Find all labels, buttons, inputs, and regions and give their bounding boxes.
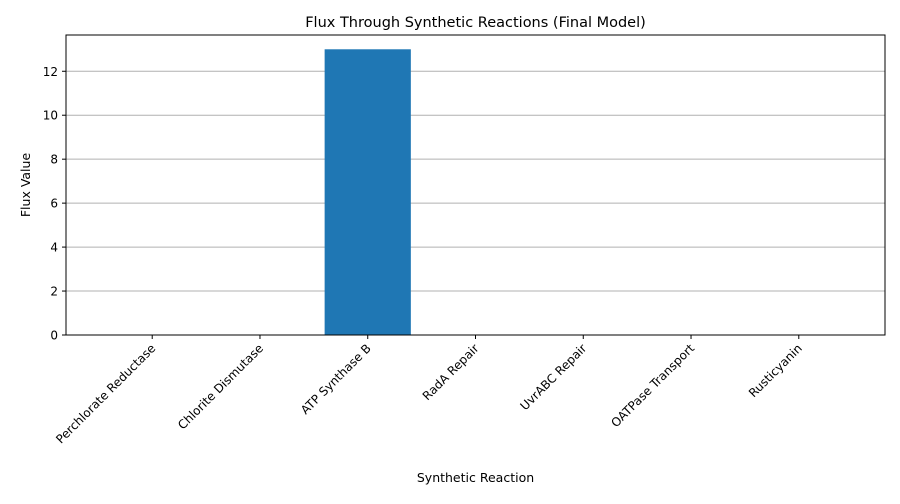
y-tick-label-1: 2 <box>50 285 58 299</box>
chart-title: Flux Through Synthetic Reactions (Final … <box>305 15 646 31</box>
x-tick-label-2: ATP Synthase B <box>298 341 374 417</box>
x-tick-label-4: UvrABC Repair <box>517 341 589 413</box>
y-tick-label-0: 0 <box>50 329 58 343</box>
plot-frame <box>65 34 886 336</box>
y-axis-ticks: 0 2 4 6 8 10 12 <box>43 65 66 343</box>
x-axis-ticks: Perchlorate Reductase Chlorite Dismutase A… <box>53 335 805 446</box>
y-tick-label-4: 8 <box>50 153 58 167</box>
gridlines <box>66 70 885 336</box>
x-tick-label-1: Chlorite Dismutase <box>175 341 266 432</box>
bars <box>324 49 411 336</box>
y-axis-label: Flux Value <box>18 153 33 218</box>
x-axis-label: Synthetic Reaction <box>417 470 534 485</box>
y-tick-label-5: 10 <box>43 109 58 123</box>
x-tick-label-5: OATPase Transport <box>608 341 697 430</box>
x-tick-label-0: Perchlorate Reductase <box>53 341 158 446</box>
x-tick-label-3: RadA Repair <box>420 341 482 403</box>
y-tick-label-2: 4 <box>50 241 58 255</box>
bar-2 <box>324 49 411 336</box>
y-tick-label-6: 12 <box>43 65 58 79</box>
x-tick-label-6: Rusticyanin <box>746 341 805 400</box>
y-tick-label-3: 6 <box>50 197 58 211</box>
